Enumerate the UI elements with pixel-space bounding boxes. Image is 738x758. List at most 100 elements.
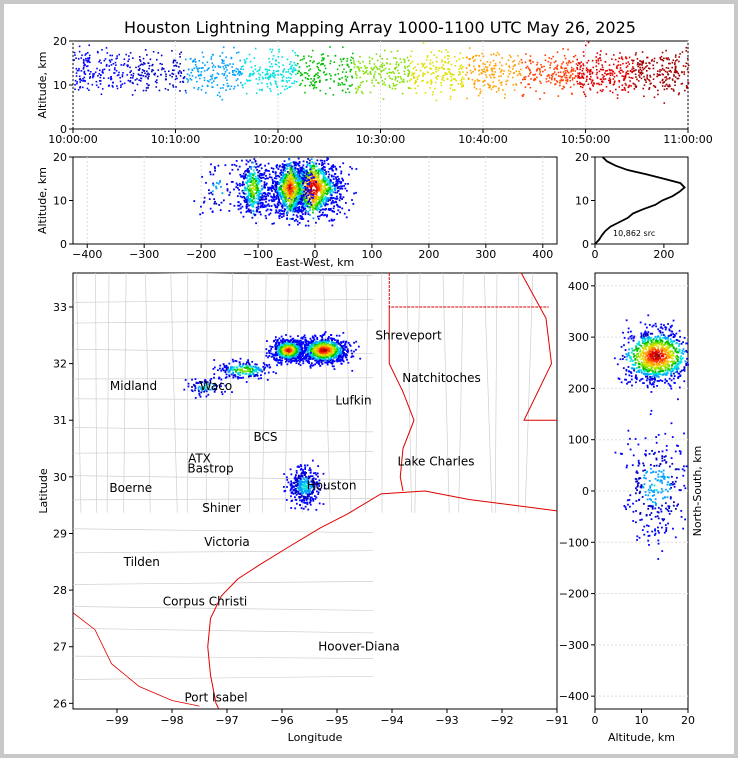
altitude-ew-point	[295, 190, 298, 193]
altitude-time-point	[231, 66, 233, 68]
altitude-time-point	[669, 85, 671, 88]
county-line	[73, 498, 374, 501]
altitude-time-point	[194, 64, 197, 66]
altitude-time-point	[627, 73, 630, 75]
altitude-ew-point	[291, 168, 293, 171]
altitude-ew-point	[304, 188, 307, 191]
altitude-ew-point	[296, 174, 299, 177]
altitude-ew-point	[295, 176, 298, 179]
altitude-time-point	[648, 87, 651, 89]
altitude-time-point	[455, 60, 458, 62]
altitude-time-point	[357, 60, 360, 63]
altitude-ew-point	[322, 192, 325, 195]
altitude-ew-point	[300, 189, 303, 192]
plan-view-point	[312, 364, 315, 367]
altitude-ew-point	[303, 182, 306, 185]
altitude-ew-point	[298, 201, 301, 203]
altitude-time-point	[674, 80, 676, 83]
altitude-ew-point	[299, 177, 301, 180]
altitude-ew-point	[307, 203, 310, 205]
altitude-time-point	[88, 54, 91, 57]
altitude-time-point	[668, 77, 670, 80]
county-line	[73, 451, 374, 454]
altitude-time-point	[123, 58, 126, 61]
altitude-ew-point	[312, 211, 314, 214]
altitude-time-point	[438, 50, 440, 52]
altitude-ew-point	[299, 167, 302, 170]
altitude-time-point	[389, 71, 391, 74]
altitude-ew-point	[328, 168, 331, 170]
plan-view-point	[342, 341, 344, 344]
altitude-time-point	[309, 68, 312, 70]
altitude-ew-point	[309, 209, 311, 212]
altitude-time-point	[430, 73, 433, 76]
altitude-time-point	[577, 72, 579, 75]
altitude-ew-point	[253, 165, 256, 168]
altitude-time-point	[468, 63, 471, 66]
altitude-ew-point	[322, 203, 325, 206]
altitude-time-point	[234, 74, 237, 76]
altitude-time-point	[209, 75, 212, 77]
altitude-time-point	[99, 83, 102, 85]
altitude-ew-point	[264, 169, 267, 172]
altitude-ew-point	[330, 219, 333, 222]
altitude-time-point	[498, 67, 501, 70]
altitude-time-point	[621, 89, 623, 91]
altitude-time-point	[483, 68, 486, 70]
altitude-time-point	[93, 73, 96, 75]
altitude-ew-point	[300, 206, 303, 209]
altitude-time-point	[547, 80, 550, 82]
altitude-ew-point	[278, 189, 281, 192]
altitude-time-point	[156, 75, 159, 78]
altitude-time-point	[491, 70, 494, 73]
altitude-ew-point	[250, 194, 252, 197]
altitude-ew-point	[302, 178, 305, 181]
altitude-time-point	[507, 75, 510, 78]
altitude-time-point	[608, 64, 611, 66]
altitude-time-point	[560, 67, 562, 69]
altitude-time-point	[467, 77, 470, 80]
altitude-ew-point	[307, 192, 310, 195]
altitude-time-point	[394, 77, 397, 79]
altitude-time-point	[480, 90, 482, 93]
altitude-ew-point	[211, 211, 214, 213]
altitude-time-point	[527, 67, 530, 70]
altitude-time-ylabel: Altitude, km	[36, 51, 49, 118]
altitude-time-point	[373, 84, 375, 87]
altitude-time-point	[197, 87, 200, 89]
altitude-time-point	[131, 94, 134, 96]
altitude-time-point	[282, 64, 284, 66]
altitude-time-point	[350, 56, 353, 59]
plan-view-point	[349, 344, 352, 347]
altitude-time-point	[197, 75, 200, 77]
altitude-time-point	[357, 67, 360, 70]
altitude-time-point	[242, 65, 244, 67]
altitude-ew-point	[291, 182, 294, 184]
altitude-time-point	[358, 70, 361, 72]
altitude-ew-point	[201, 211, 204, 214]
altitude-time-point	[123, 63, 126, 65]
plan-view-point	[324, 331, 327, 333]
altitude-ew-point	[334, 187, 337, 189]
altitude-ew-xtick-label: 100	[361, 248, 382, 261]
altitude-time-point	[212, 69, 215, 71]
altitude-time-point	[256, 70, 259, 73]
altitude-time-point	[226, 75, 228, 77]
altitude-ew-point	[282, 191, 285, 194]
altitude-time-point	[440, 91, 443, 94]
altitude-time-point	[589, 70, 592, 73]
altitude-ew-point	[338, 185, 340, 188]
altitude-ew-point	[275, 209, 278, 212]
plan-view-point	[345, 353, 347, 355]
altitude-time-point	[571, 77, 574, 79]
altitude-time-point	[529, 60, 532, 62]
altitude-time-point	[157, 69, 160, 71]
altitude-time-point	[318, 62, 320, 64]
altitude-time-point	[289, 67, 292, 70]
altitude-ew-point	[292, 161, 295, 164]
altitude-time-point	[560, 76, 563, 78]
altitude-time-point	[368, 62, 371, 65]
altitude-time-point	[547, 60, 550, 63]
altitude-time-point	[109, 54, 111, 57]
altitude-time-point	[646, 56, 649, 59]
